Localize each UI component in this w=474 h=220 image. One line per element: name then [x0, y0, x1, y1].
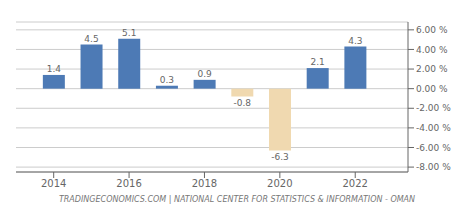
svg-text:0.00 %: 0.00 % — [416, 84, 448, 94]
svg-text:6.00 %: 6.00 % — [416, 25, 448, 35]
svg-text:2.1: 2.1 — [311, 57, 325, 67]
svg-text:2020: 2020 — [267, 178, 292, 189]
svg-text:2022: 2022 — [343, 178, 368, 189]
svg-text:2016: 2016 — [116, 178, 141, 189]
svg-text:2018: 2018 — [192, 178, 217, 189]
svg-text:2.00 %: 2.00 % — [416, 64, 448, 74]
svg-text:5.1: 5.1 — [122, 28, 136, 38]
svg-text:1.4: 1.4 — [47, 64, 62, 74]
svg-text:-0.8: -0.8 — [234, 98, 252, 108]
svg-text:2014: 2014 — [41, 178, 66, 189]
svg-text:-4.00 %: -4.00 % — [416, 123, 451, 133]
svg-text:0.9: 0.9 — [197, 69, 212, 79]
svg-text:-6.3: -6.3 — [271, 152, 289, 162]
svg-text:4.3: 4.3 — [348, 36, 362, 46]
svg-text:4.00 %: 4.00 % — [416, 45, 448, 55]
svg-text:4.5: 4.5 — [84, 34, 98, 44]
html-text:TRADINGECONOMICS.COM | NATIONA: TRADINGECONOMICS.COM | NATIONAL CENTER F… — [58, 195, 416, 204]
svg-text:-6.00 %: -6.00 % — [416, 143, 451, 153]
svg-text:-8.00 %: -8.00 % — [416, 162, 451, 172]
svg-text:0.3: 0.3 — [160, 75, 174, 85]
svg-text:-2.00 %: -2.00 % — [416, 103, 451, 113]
